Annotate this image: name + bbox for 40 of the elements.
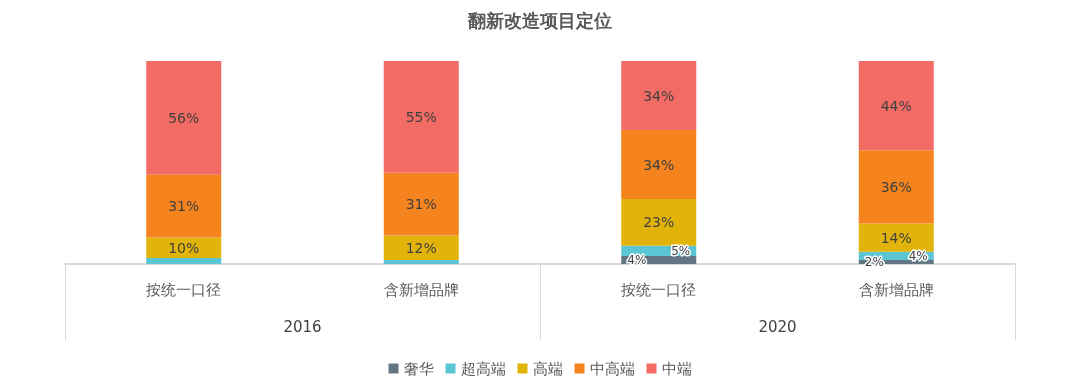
bar	[146, 61, 222, 175]
legend-label: 中端	[661, 359, 692, 378]
data-label: 34%	[643, 156, 675, 173]
data-label: 55%	[405, 108, 437, 125]
x-tick-label: 按统一口径	[146, 280, 222, 299]
data-label: 34%	[643, 87, 675, 104]
legend-label: 中高端	[589, 359, 635, 378]
bar	[621, 199, 697, 246]
chart-title: 翻新改造项目定位	[467, 9, 612, 31]
bar	[383, 235, 459, 260]
text: 2016	[283, 317, 322, 336]
data-label: 10%	[168, 239, 200, 256]
data-label: 44%	[880, 97, 912, 114]
bar	[383, 61, 459, 173]
data-label: 4%	[908, 248, 928, 263]
data-label: 31%	[168, 198, 200, 215]
bar	[383, 172, 459, 236]
data-label: 12%	[405, 239, 437, 256]
x-tick-label: 含新增品牌	[383, 280, 459, 299]
bar	[858, 223, 934, 252]
legend-label: 高端	[532, 359, 563, 378]
bar	[621, 130, 697, 200]
x-tick-label: 按统一口径	[621, 280, 697, 299]
data-label: 14%	[880, 229, 912, 246]
legend-label: 奢华	[403, 359, 434, 378]
data-label: 31%	[405, 196, 437, 213]
bar	[621, 61, 697, 131]
bar	[146, 257, 222, 264]
data-label: 5%	[671, 243, 691, 258]
legend-label: 超高端	[460, 359, 506, 378]
bar	[146, 174, 222, 238]
data-label: 56%	[168, 109, 200, 126]
text: 2020	[758, 317, 797, 336]
data-label: 4%	[627, 252, 647, 267]
data-label: 36%	[880, 178, 912, 195]
bar	[858, 61, 934, 151]
x-tick-label: 含新增品牌	[858, 280, 934, 299]
bar	[858, 150, 934, 224]
bar	[383, 259, 459, 264]
data-label: 23%	[643, 214, 675, 231]
